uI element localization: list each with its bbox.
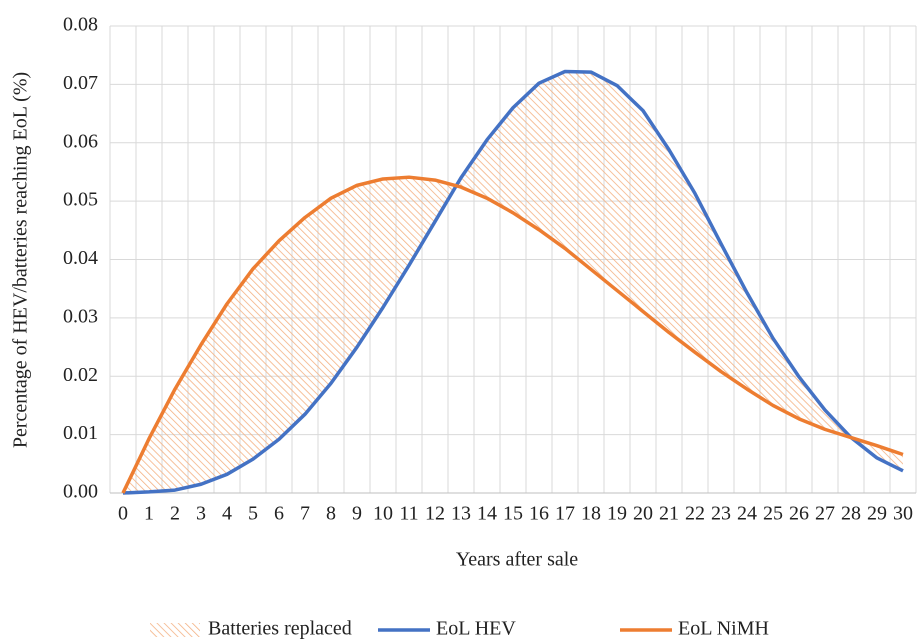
x-tick-label: 9 [352,503,362,525]
y-tick-label: 0.03 [63,305,98,327]
x-tick-label: 0 [118,503,128,525]
x-tick-label: 2 [170,503,180,525]
x-tick-label: 16 [529,503,549,525]
y-tick-label: 0.02 [63,364,98,386]
x-tick-label: 25 [763,503,783,525]
x-tick-label: 20 [633,503,653,525]
x-tick-label: 28 [841,503,861,525]
x-tick-label: 10 [373,503,393,525]
x-tick-label: 21 [659,503,679,525]
x-tick-label: 1 [144,503,154,525]
x-tick-label: 18 [581,503,601,525]
x-tick-label: 12 [425,503,445,525]
legend-label: EoL HEV [436,618,516,640]
x-tick-label: 5 [248,503,258,525]
area [123,71,903,493]
y-tick-label: 0.07 [63,72,98,94]
x-tick-label: 15 [503,503,523,525]
x-tick-label: 29 [867,503,887,525]
x-tick-label: 23 [711,503,731,525]
y-tick-label: 0.04 [63,247,98,269]
y-axis-title: Percentage of HEV/batteries reaching EoL… [10,72,32,448]
y-tick-label: 0.05 [63,189,98,211]
y-tick-label: 0.08 [63,14,98,36]
x-tick-label: 3 [196,503,206,525]
x-tick-label: 19 [607,503,627,525]
x-axis-title: Years after sale [456,549,578,571]
x-tick-label: 27 [815,503,835,525]
line [121,175,904,494]
x-tick-label: 7 [300,503,310,525]
x-tick-label: 11 [399,503,418,525]
x-tick-label: 26 [789,503,809,525]
x-tick-label: 6 [274,503,284,525]
x-tick-label: 30 [893,503,913,525]
y-tick-label: 0.01 [63,422,98,444]
x-tick-label: 22 [685,503,705,525]
x-tick-label: 24 [737,503,757,525]
x-tick-label: 8 [326,503,336,525]
x-tick-label: 14 [477,503,497,525]
x-tick-label: 4 [222,503,232,525]
y-tick-label: 0.06 [63,130,98,152]
legend-swatch [150,623,200,637]
y-tick-label: 0.00 [63,481,98,503]
legend-label: Batteries replaced [208,618,352,640]
x-tick-label: 17 [555,503,575,525]
x-tick-label: 13 [451,503,471,525]
line [122,69,904,495]
legend-label: EoL NiMH [678,618,769,640]
